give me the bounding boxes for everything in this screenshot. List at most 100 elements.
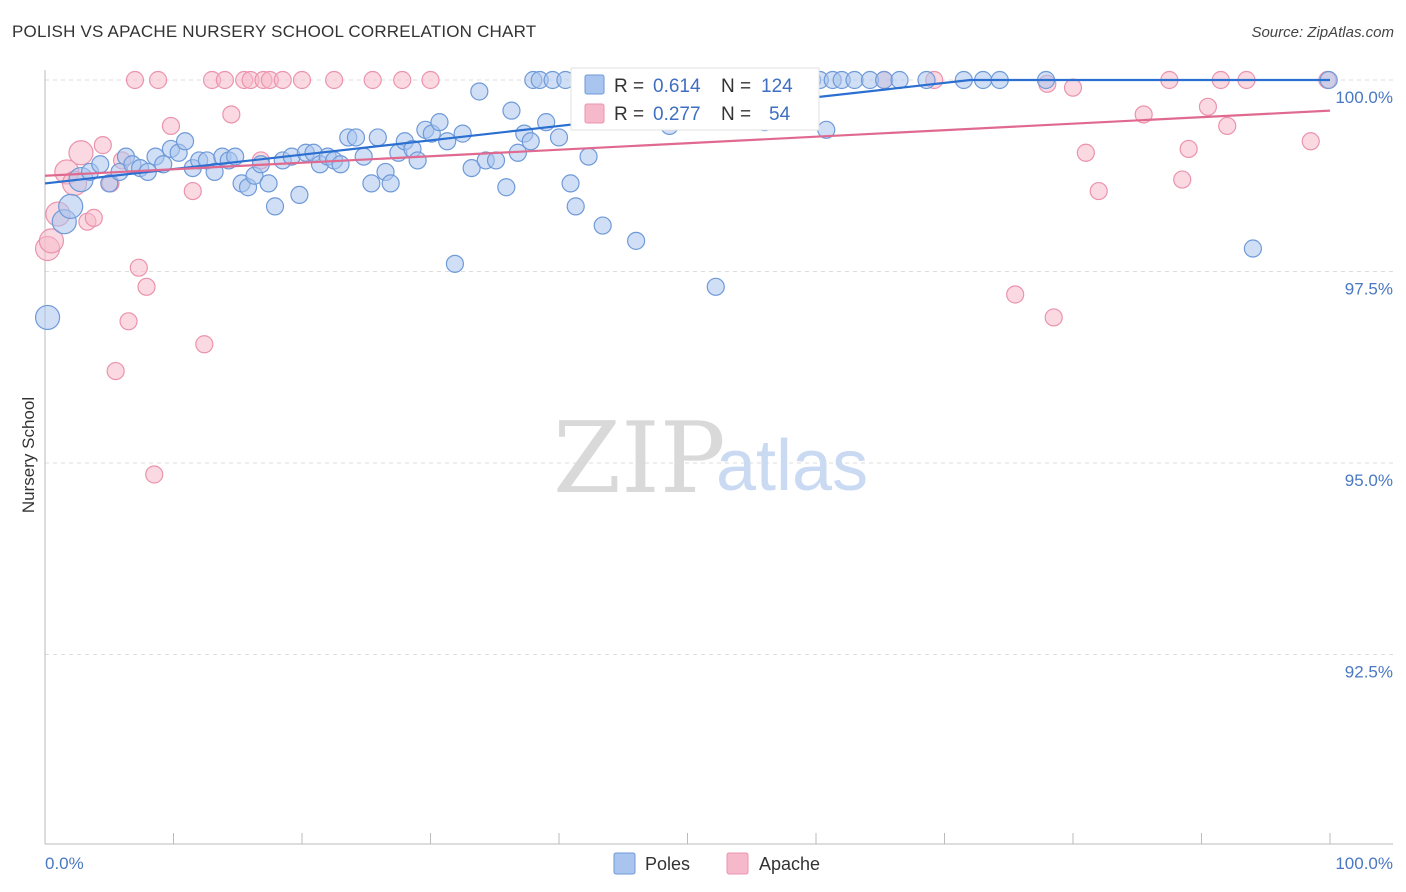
data-point bbox=[161, 116, 181, 136]
data-point bbox=[363, 70, 382, 90]
data-point bbox=[222, 105, 241, 124]
stats-n-label-poles: N = bbox=[721, 76, 751, 97]
legend-label-apache: Apache bbox=[759, 854, 820, 874]
data-point bbox=[462, 158, 481, 178]
y-axis-label: Nursery School bbox=[19, 397, 38, 513]
data-point bbox=[1006, 285, 1025, 304]
data-point bbox=[265, 197, 285, 216]
data-point bbox=[137, 277, 156, 296]
data-point bbox=[93, 136, 112, 155]
data-point bbox=[148, 70, 168, 90]
data-point bbox=[549, 128, 569, 147]
data-point bbox=[408, 151, 427, 170]
data-point bbox=[183, 181, 202, 201]
data-point bbox=[430, 113, 449, 132]
data-point bbox=[292, 70, 312, 90]
data-point bbox=[626, 231, 646, 250]
stats-r-label-apache: R = bbox=[614, 104, 644, 125]
stats-n-value-apache: 54 bbox=[769, 104, 791, 125]
data-point bbox=[346, 128, 366, 147]
x-tick-label-max: 100.0% bbox=[1335, 854, 1393, 873]
x-tick-label-min: 0.0% bbox=[45, 854, 84, 873]
stats-box-frame bbox=[570, 67, 820, 131]
data-point bbox=[145, 465, 164, 484]
data-point bbox=[521, 132, 540, 151]
data-point bbox=[84, 208, 103, 227]
data-point bbox=[1044, 308, 1063, 327]
data-point bbox=[331, 155, 350, 174]
data-point bbox=[470, 82, 489, 101]
data-point bbox=[91, 155, 110, 174]
data-point bbox=[445, 254, 465, 273]
data-point bbox=[453, 124, 472, 143]
trend-lines bbox=[44, 78, 1331, 185]
y-tick-label: 100.0% bbox=[1335, 88, 1393, 107]
data-point bbox=[875, 70, 894, 90]
data-point bbox=[175, 132, 195, 151]
data-point bbox=[100, 174, 119, 193]
data-point bbox=[68, 140, 94, 166]
data-point bbox=[421, 70, 440, 90]
stats-r-label-poles: R = bbox=[614, 76, 644, 97]
stats-r-value-apache: 0.277 bbox=[653, 104, 701, 125]
data-point bbox=[1089, 181, 1108, 201]
data-point bbox=[1218, 116, 1237, 136]
data-point bbox=[1198, 97, 1218, 116]
watermark-atlas: atlas bbox=[716, 426, 868, 506]
data-point bbox=[129, 258, 148, 277]
y-tick-label: 95.0% bbox=[1345, 471, 1393, 490]
data-point bbox=[593, 216, 612, 235]
stats-swatch-poles bbox=[584, 74, 605, 95]
watermark: ZIP atlas bbox=[553, 402, 868, 516]
data-point bbox=[566, 197, 585, 216]
data-point bbox=[890, 70, 909, 90]
data-point bbox=[393, 70, 412, 90]
stats-swatch-apache bbox=[584, 103, 605, 124]
data-point bbox=[290, 185, 309, 204]
data-point bbox=[106, 361, 125, 381]
trend-line-apache bbox=[44, 109, 1331, 177]
data-point bbox=[34, 304, 61, 331]
data-point bbox=[1179, 139, 1198, 159]
legend-swatch-apache bbox=[726, 852, 749, 875]
chart-title: POLISH VS APACHE NURSERY SCHOOL CORRELAT… bbox=[12, 22, 537, 41]
stats-legend-box: R = 0.614 N = 124 R = 0.277 N = 54 bbox=[570, 67, 820, 131]
data-point bbox=[354, 147, 373, 166]
stats-n-value-poles: 124 bbox=[761, 76, 793, 97]
data-point bbox=[1173, 170, 1192, 189]
data-point bbox=[845, 70, 864, 90]
data-point bbox=[438, 132, 457, 151]
y-axis-tick-labels: 100.0% 97.5% 95.0% 92.5% bbox=[1335, 88, 1393, 682]
data-point bbox=[195, 335, 214, 354]
data-point bbox=[1063, 78, 1083, 97]
data-point bbox=[1076, 143, 1095, 162]
data-point bbox=[125, 70, 145, 90]
y-tick-label: 97.5% bbox=[1345, 280, 1393, 299]
legend-label-poles: Poles bbox=[645, 854, 690, 874]
watermark-zip: ZIP bbox=[553, 402, 726, 516]
apache-points bbox=[34, 70, 1337, 484]
data-point bbox=[38, 228, 65, 254]
data-point bbox=[1243, 239, 1263, 258]
data-point bbox=[259, 174, 278, 193]
data-point bbox=[362, 174, 381, 193]
trend-line-poles bbox=[44, 78, 1330, 185]
data-point bbox=[1301, 132, 1320, 151]
bottom-legend: Poles Apache bbox=[613, 852, 820, 875]
y-tick-label: 92.5% bbox=[1345, 663, 1393, 682]
data-point bbox=[1134, 105, 1153, 124]
x-axis-ticks bbox=[173, 833, 1331, 844]
data-point bbox=[119, 312, 138, 331]
data-point bbox=[579, 147, 598, 166]
data-point bbox=[486, 151, 506, 170]
data-point bbox=[368, 128, 387, 147]
data-point bbox=[497, 178, 516, 197]
data-point bbox=[502, 101, 521, 120]
stats-r-value-poles: 0.614 bbox=[653, 76, 701, 97]
data-point bbox=[58, 193, 84, 219]
data-point bbox=[273, 70, 292, 90]
data-point bbox=[561, 174, 580, 193]
data-point bbox=[381, 174, 400, 193]
source-credit: Source: ZipAtlas.com bbox=[1251, 24, 1394, 41]
